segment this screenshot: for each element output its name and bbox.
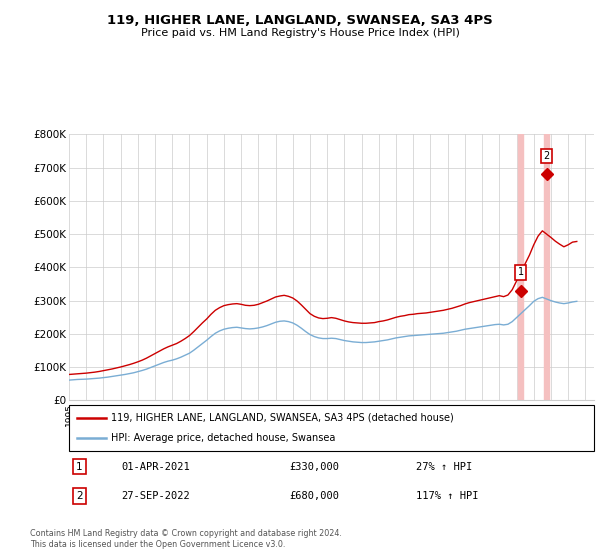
Text: 119, HIGHER LANE, LANGLAND, SWANSEA, SA3 4PS: 119, HIGHER LANE, LANGLAND, SWANSEA, SA3… [107,14,493,27]
Text: 117% ↑ HPI: 117% ↑ HPI [415,491,478,501]
Text: £330,000: £330,000 [290,461,340,472]
Text: Price paid vs. HM Land Registry's House Price Index (HPI): Price paid vs. HM Land Registry's House … [140,28,460,38]
Text: 27-SEP-2022: 27-SEP-2022 [121,491,190,501]
Text: HPI: Average price, detached house, Swansea: HPI: Average price, detached house, Swan… [111,433,335,443]
Bar [518,134,523,400]
Text: 01-APR-2021: 01-APR-2021 [121,461,190,472]
Text: 119, HIGHER LANE, LANGLAND, SWANSEA, SA3 4PS (detached house): 119, HIGHER LANE, LANGLAND, SWANSEA, SA3… [111,413,454,423]
Bar [544,134,549,400]
Text: 1: 1 [76,461,83,472]
Text: 2: 2 [76,491,83,501]
Text: £680,000: £680,000 [290,491,340,501]
Text: 27% ↑ HPI: 27% ↑ HPI [415,461,472,472]
Text: 1: 1 [518,267,524,277]
Text: 2: 2 [544,151,550,161]
Text: Contains HM Land Registry data © Crown copyright and database right 2024.
This d: Contains HM Land Registry data © Crown c… [30,529,342,549]
